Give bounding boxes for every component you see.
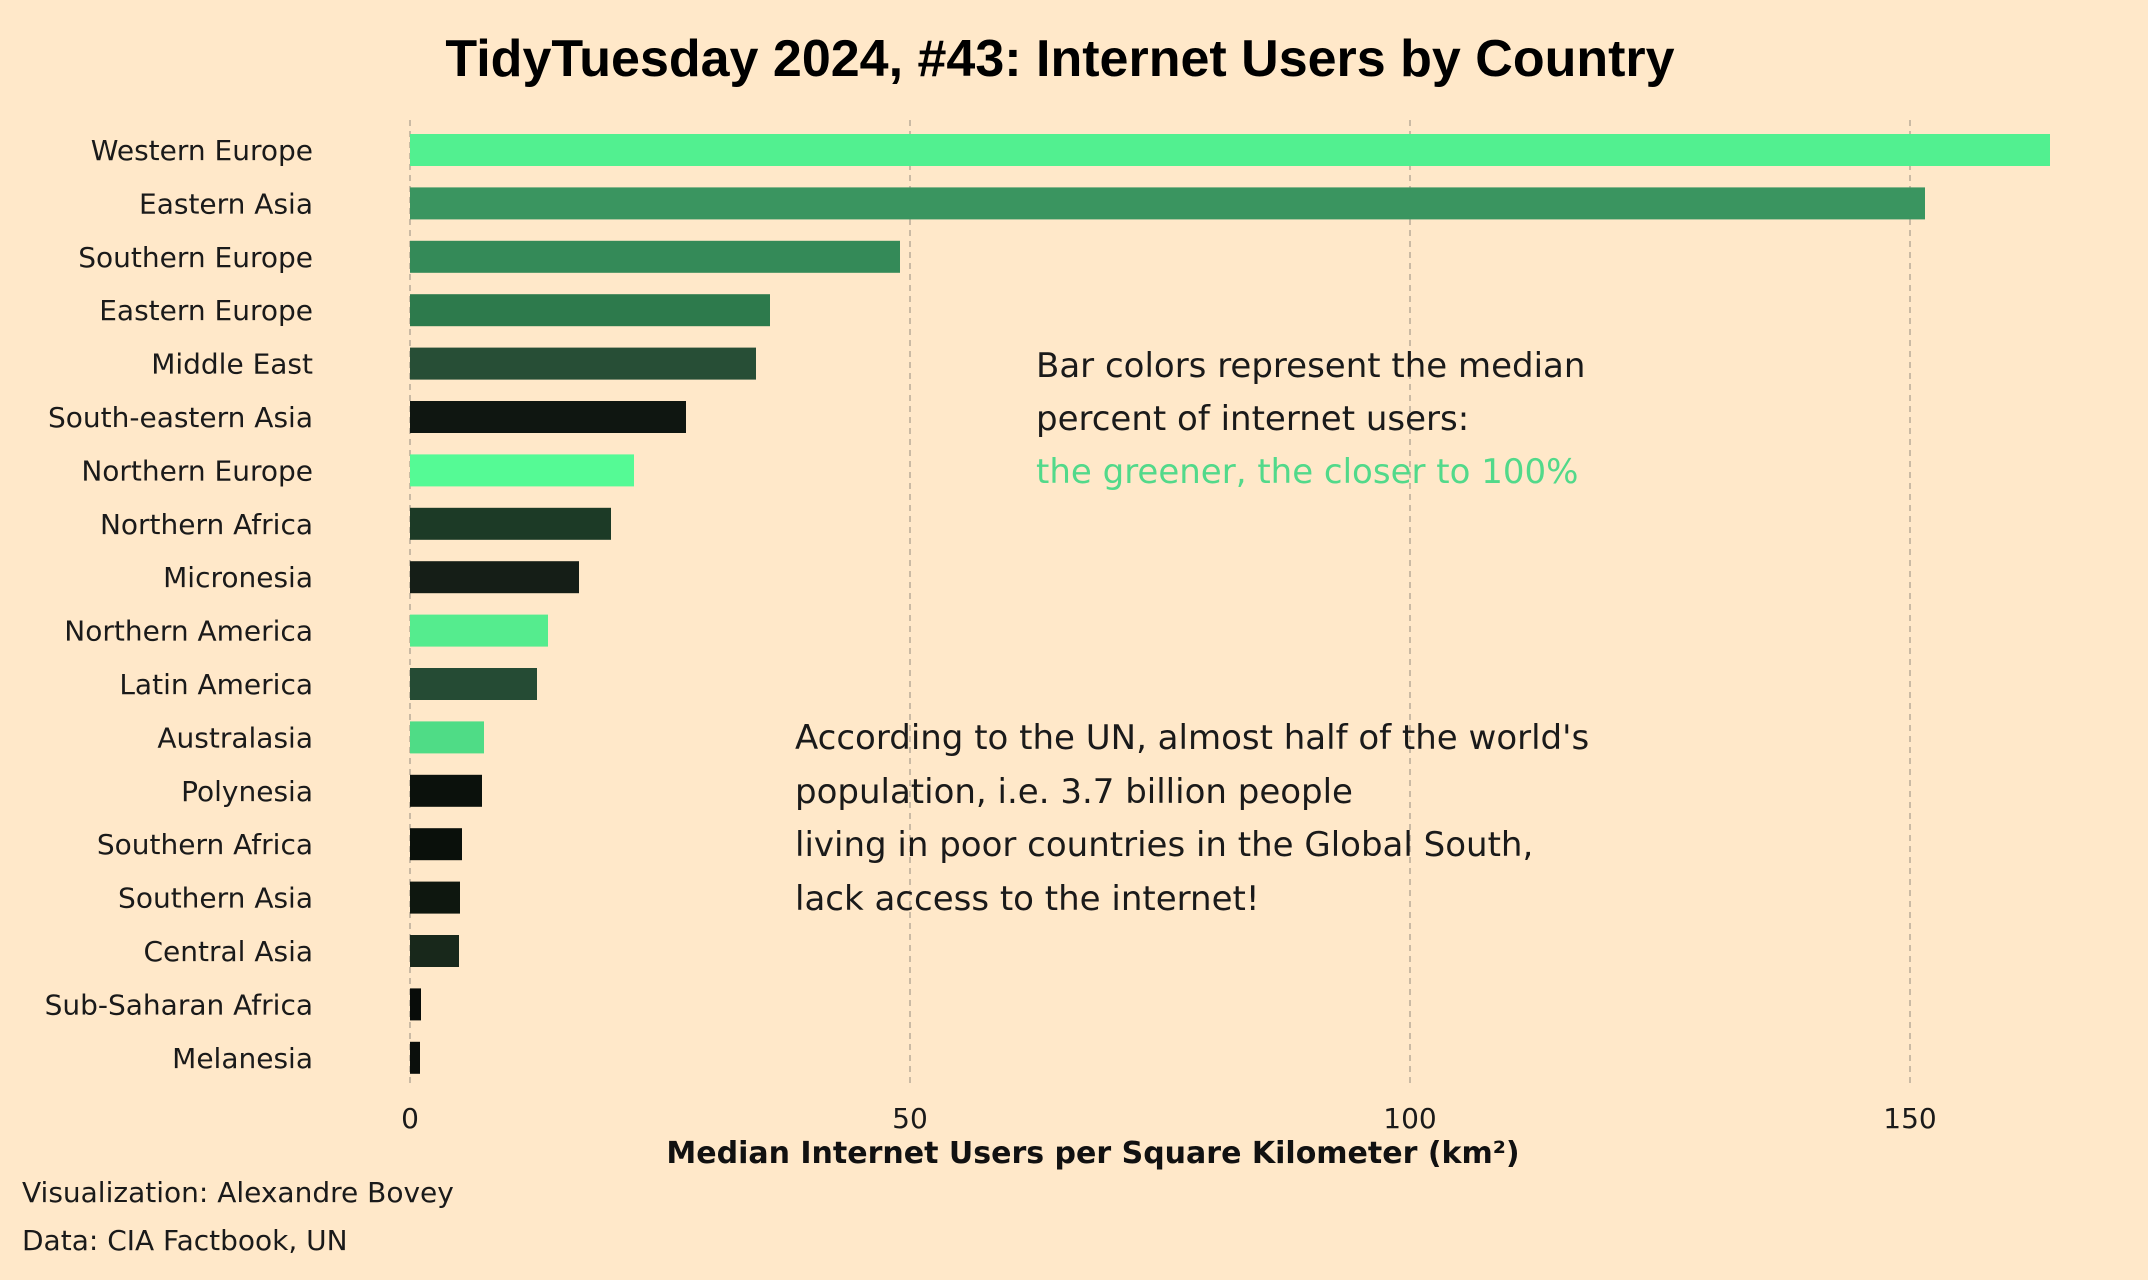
category-label: Northern America	[64, 615, 313, 648]
category-label: Eastern Asia	[139, 187, 313, 220]
grid-lines	[409, 120, 1911, 1085]
bar-sub-saharan-africa	[410, 988, 421, 1021]
bar-australasia	[410, 721, 484, 754]
category-labels: Western Europe Eastern Asia Southern Europ…	[45, 134, 313, 1075]
un-note-line-2: population, i.e. 3.7 billion people	[795, 772, 1353, 812]
category-label: Southern Asia	[118, 882, 313, 915]
color-note-highlight: the greener, the closer to 100%	[1036, 452, 1578, 492]
bar-melanesia	[410, 1041, 420, 1074]
category-label: Southern Europe	[78, 241, 313, 274]
bar-eastern-asia	[410, 187, 1925, 220]
un-note-line-1: According to the UN, almost half of the …	[795, 718, 1589, 758]
bar-eastern-europe	[410, 294, 770, 327]
bar-northern-europe	[410, 454, 634, 487]
category-label: Northern Europe	[81, 454, 313, 487]
bars	[410, 134, 2050, 1074]
bar-northern-africa	[410, 507, 611, 540]
x-axis-ticks: 0 50 100 150	[401, 1102, 1937, 1135]
bar-latin-america	[410, 668, 537, 700]
un-annotation: According to the UN, almost half of the …	[795, 718, 1589, 919]
bar-southern-africa	[410, 828, 462, 861]
category-label: Middle East	[151, 348, 313, 381]
x-tick-label: 0	[401, 1102, 419, 1135]
color-note-line-2: percent of internet users:	[1036, 399, 1469, 439]
bar-southern-asia	[410, 881, 460, 914]
category-label: Northern Africa	[100, 508, 313, 541]
x-tick-label: 100	[1383, 1102, 1436, 1135]
x-tick-label: 150	[1883, 1102, 1936, 1135]
category-label: Polynesia	[181, 775, 313, 808]
bar-south-eastern-asia	[410, 401, 686, 433]
x-tick-label: 50	[892, 1102, 928, 1135]
category-label: Sub-Saharan Africa	[45, 988, 313, 1021]
un-note-line-3: living in poor countries in the Global S…	[795, 825, 1533, 865]
bar-southern-europe	[410, 240, 900, 273]
chart-title: TidyTuesday 2024, #43: Internet Users by…	[445, 30, 1674, 88]
category-label: Melanesia	[172, 1042, 313, 1075]
bar-micronesia	[410, 561, 579, 594]
category-label: Australasia	[157, 721, 313, 754]
category-label: Central Asia	[143, 935, 313, 968]
caption-visualization: Visualization: Alexandre Bovey	[22, 1176, 454, 1209]
caption-data-source: Data: CIA Factbook, UN	[22, 1224, 348, 1257]
caption: Visualization: Alexandre Bovey Data: CIA…	[22, 1176, 454, 1257]
bar-northern-america	[410, 614, 548, 647]
category-label: South-eastern Asia	[48, 401, 313, 434]
category-label: Eastern Europe	[99, 294, 313, 327]
x-axis-label: Median Internet Users per Square Kilomet…	[666, 1136, 1519, 1171]
bar-central-asia	[410, 935, 459, 967]
un-note-line-4: lack access to the internet!	[795, 879, 1259, 919]
bar-western-europe	[410, 134, 2050, 166]
category-label: Western Europe	[91, 134, 313, 167]
color-note-line-1: Bar colors represent the median	[1036, 346, 1585, 386]
category-label: Southern Africa	[97, 828, 313, 861]
category-label: Latin America	[119, 668, 313, 701]
category-label: Micronesia	[163, 561, 313, 594]
color-legend-annotation: Bar colors represent the median percent …	[1036, 346, 1585, 492]
bar-middle-east	[410, 347, 756, 380]
bar-polynesia	[410, 774, 482, 807]
